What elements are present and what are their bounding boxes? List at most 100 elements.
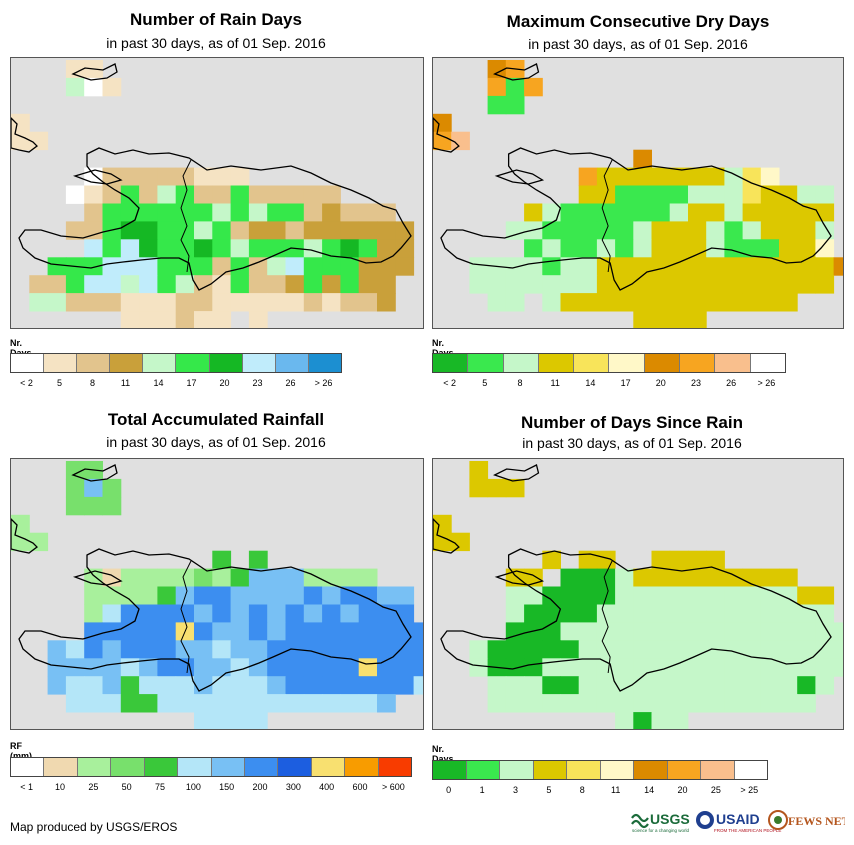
legend-tick-label: 25 — [710, 785, 721, 795]
legend-swatch — [178, 758, 212, 776]
grid-cell — [212, 658, 232, 677]
grid-cell — [524, 658, 543, 677]
grid-cell — [267, 586, 286, 605]
grid-cell — [303, 239, 323, 258]
grid-cell — [560, 694, 580, 713]
usaid-tagline: FROM THE AMERICAN PEOPLE — [714, 828, 781, 833]
grid-cell — [524, 640, 543, 659]
grid-cell — [505, 604, 525, 623]
legend-tick-labels: < 1 10 25 50 75 100 150 200 300 400 600 > 600 — [10, 782, 412, 794]
grid-cell — [797, 257, 816, 276]
grid-cell — [760, 694, 780, 713]
logo-strip: USGS science for a changing world USAID … — [631, 810, 850, 833]
grid-cell — [651, 275, 671, 294]
grid-cell — [433, 514, 452, 534]
grid-cell — [779, 293, 798, 312]
grid-cell — [633, 185, 652, 204]
grid-cell — [542, 550, 561, 570]
grid-cell — [377, 221, 396, 240]
grid-cell — [230, 221, 250, 240]
grid-cell — [560, 275, 580, 294]
grid-cell — [322, 604, 341, 623]
grid-cell — [248, 221, 268, 240]
legend-swatch — [111, 758, 145, 776]
grid-cell — [358, 658, 378, 677]
grid-cell — [340, 586, 360, 605]
legend-swatch — [308, 354, 341, 372]
grid-cell — [779, 586, 798, 605]
legend-swatch — [466, 761, 500, 779]
grid-cell — [578, 203, 598, 222]
grid-cell — [742, 586, 762, 605]
legend-tick-label: 17 — [186, 378, 197, 388]
grid-cell — [303, 293, 323, 312]
panel-title: Number of Rain Days — [130, 10, 302, 29]
grid-cell — [651, 185, 671, 204]
grid-cell — [633, 712, 652, 729]
grid-cell — [230, 239, 250, 258]
grid-cell — [578, 550, 598, 570]
grid-cell — [248, 694, 268, 713]
grid-cell — [833, 658, 843, 677]
legend-tick-label: 14 — [585, 378, 596, 388]
grid-cell — [377, 640, 396, 659]
grid-cell — [322, 676, 341, 695]
grid-cell — [615, 221, 634, 240]
grid-cell — [578, 293, 598, 312]
grid-cell — [615, 185, 634, 204]
grid-cell — [615, 694, 634, 713]
grid-cell — [815, 640, 835, 659]
grid-cell — [651, 257, 671, 276]
grid-cell — [248, 622, 268, 641]
grid-cell — [742, 694, 762, 713]
grid-cell — [65, 293, 85, 312]
coastline — [18, 548, 412, 692]
grid-cell — [706, 275, 725, 294]
grid-cell — [742, 658, 762, 677]
grid-cell — [633, 167, 652, 186]
grid-cell — [487, 694, 507, 713]
grid-cell — [669, 640, 689, 659]
grid-cell — [212, 167, 232, 186]
panel-title: Number of Days Since Rain — [520, 413, 743, 432]
grid-cell — [779, 203, 798, 222]
grid-cell — [212, 311, 232, 328]
grid-cell — [340, 640, 360, 659]
grid-cell — [578, 622, 598, 641]
grid-cell — [212, 550, 232, 570]
grid-cell — [65, 496, 85, 516]
grid-cell — [340, 622, 360, 641]
grid-cell — [724, 676, 744, 695]
grid-cell — [157, 658, 177, 677]
grid-cell — [84, 185, 103, 204]
grid-cell — [194, 221, 213, 240]
grid-cell — [248, 550, 268, 570]
grid-cell — [47, 293, 67, 312]
grid-cell — [248, 257, 268, 276]
grid-cell — [248, 676, 268, 695]
grid-cell — [724, 257, 744, 276]
grid-cell — [596, 676, 616, 695]
grid-cell — [615, 167, 634, 186]
grid-cell — [358, 676, 378, 695]
legend-swatch — [44, 758, 78, 776]
legend-tick-label: 100 — [185, 782, 201, 792]
grid-cell — [633, 658, 652, 677]
grid-cell — [651, 550, 671, 570]
grid-cell — [267, 275, 286, 294]
grid-cell — [248, 185, 268, 204]
grid-cell — [651, 203, 671, 222]
grid-cell — [779, 185, 798, 204]
grid-cell — [230, 712, 250, 729]
grid-cell — [688, 694, 707, 713]
grid-cell — [84, 604, 103, 623]
grid-cell — [47, 275, 67, 294]
grid-cell — [797, 586, 816, 605]
grid-cell — [395, 676, 415, 695]
grid-cell — [797, 658, 816, 677]
legend-swatch — [609, 354, 645, 372]
grid-cell — [157, 185, 177, 204]
grid-cell — [84, 496, 103, 516]
grid-cell — [139, 586, 158, 605]
grid-cell — [578, 167, 598, 186]
